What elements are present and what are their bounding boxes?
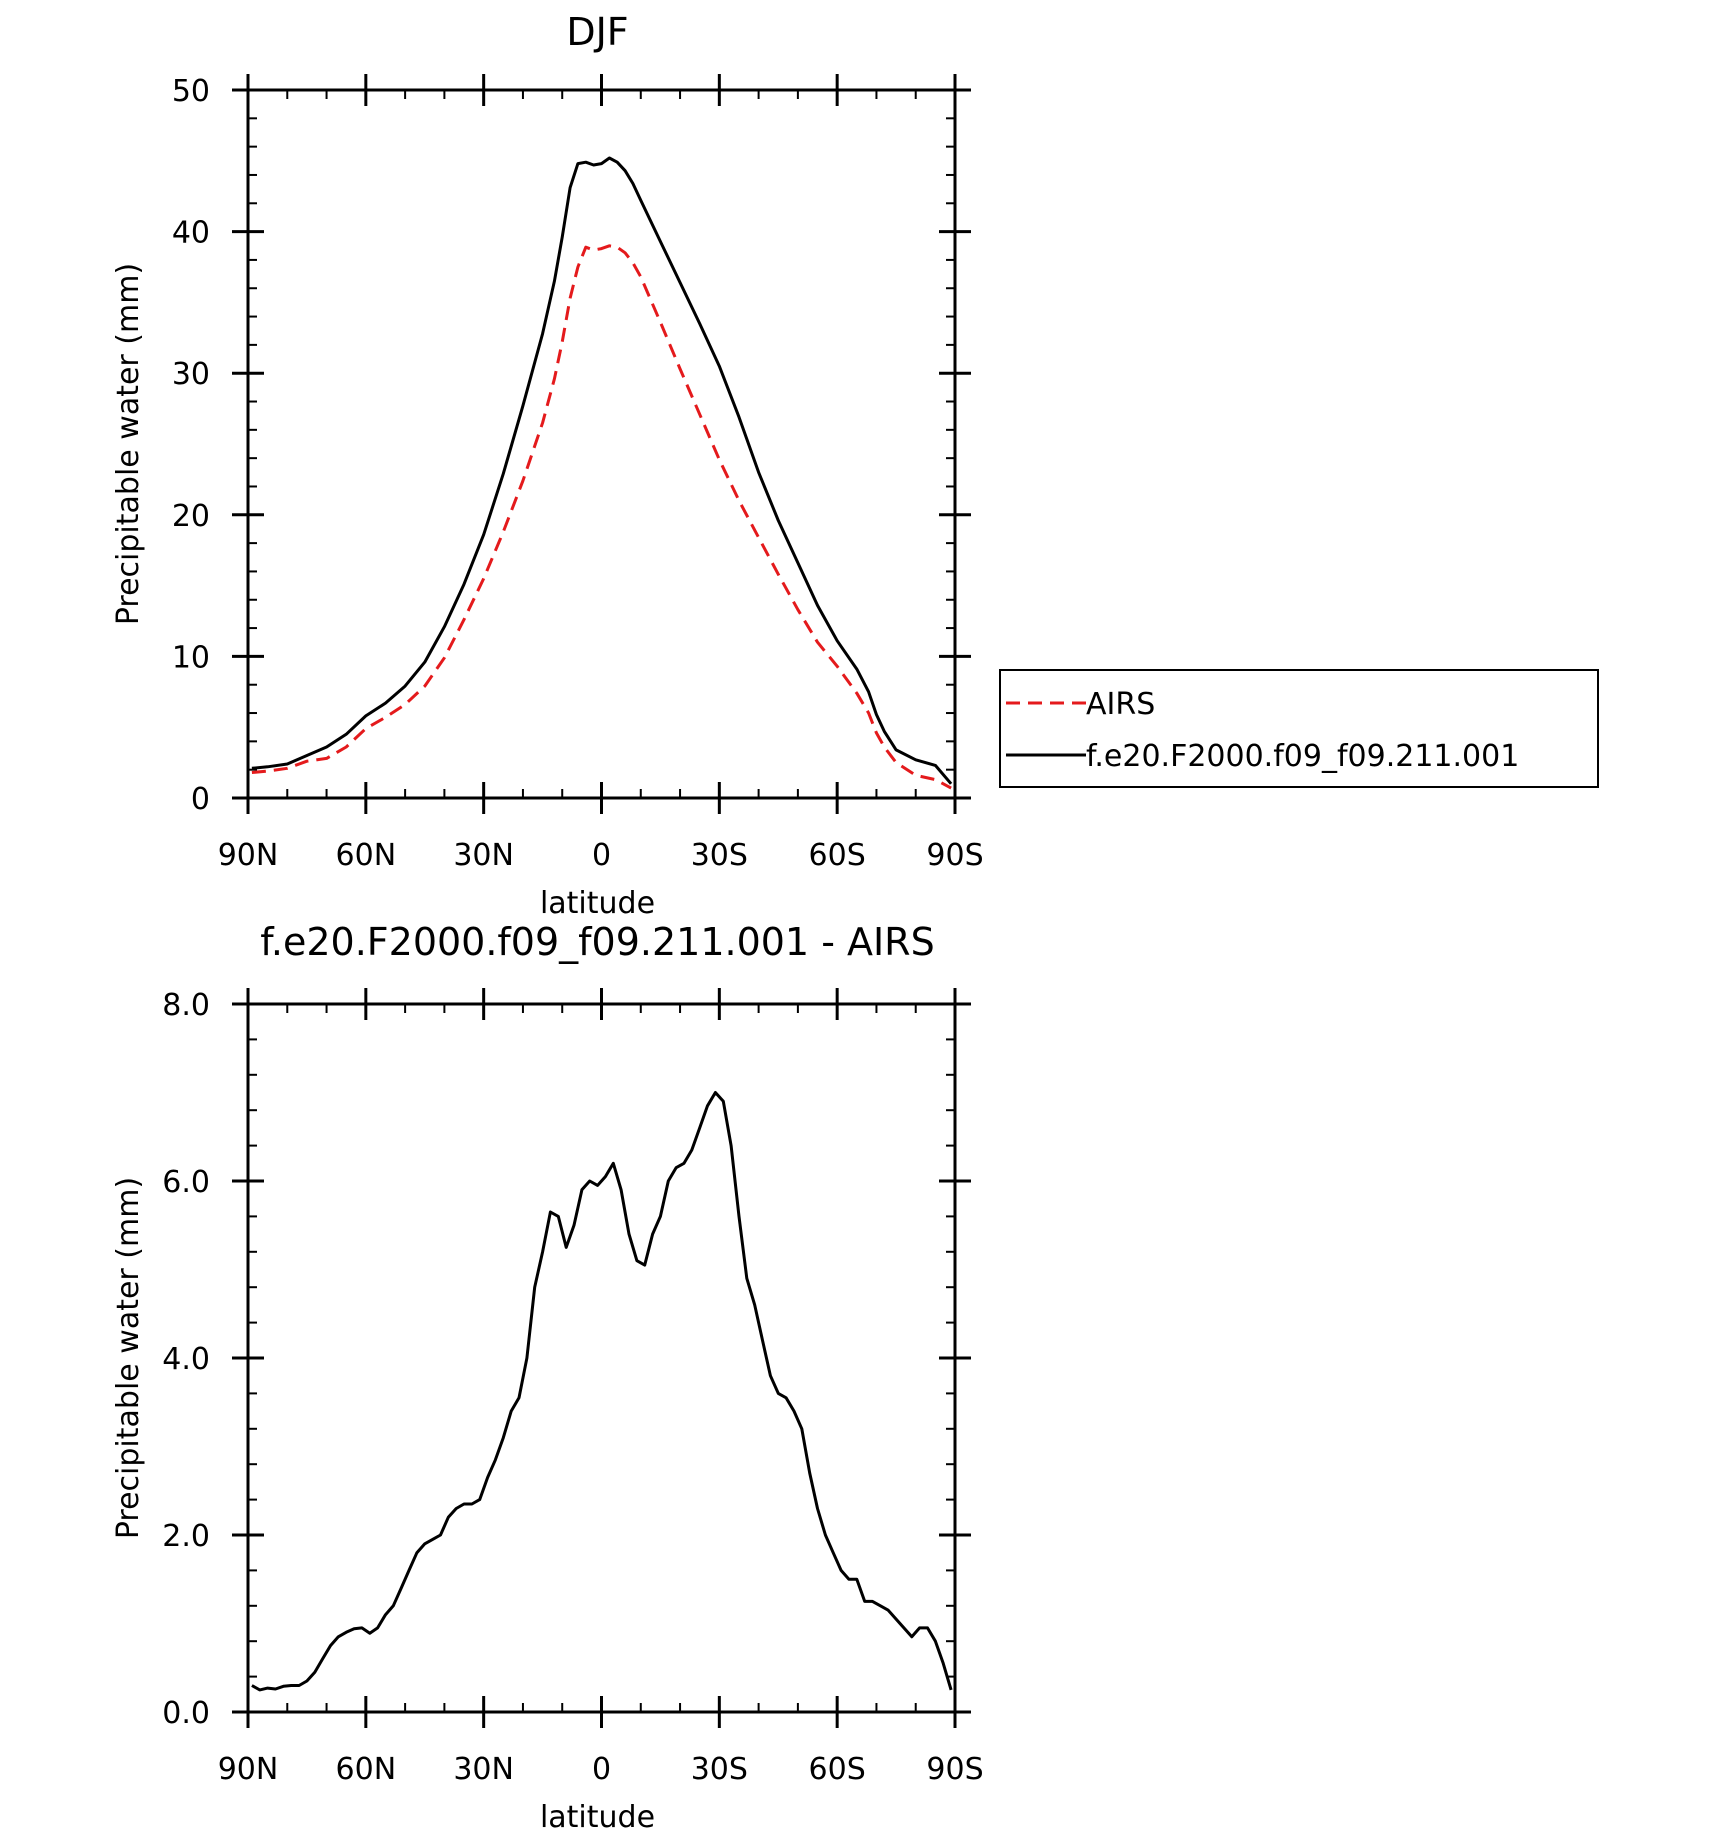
x-tick-label: 60S — [809, 1752, 866, 1787]
legend-box — [999, 669, 1599, 788]
x-tick-label: 60N — [336, 838, 397, 873]
x-tick-label: 90S — [926, 1752, 983, 1787]
x-tick-label: 30N — [453, 1752, 514, 1787]
bottom-chart-panel: f.e20.F2000.f09_f09.211.001 - AIRS latitu… — [111, 920, 984, 1835]
legend-entry-label: AIRS — [1086, 687, 1155, 722]
y-tick-label: 0 — [191, 782, 210, 817]
x-tick-label: 60S — [809, 838, 866, 873]
y-tick-label: 4.0 — [162, 1342, 210, 1377]
y-tick-label: 2.0 — [162, 1519, 210, 1554]
x-tick-label: 90N — [218, 838, 279, 873]
y-tick-label: 6.0 — [162, 1165, 210, 1200]
x-tick-label: 0 — [592, 838, 611, 873]
x-tick-label: 30S — [691, 1752, 748, 1787]
plot-frame — [246, 88, 957, 800]
y-tick-label: 10 — [172, 640, 210, 675]
x-axis-label: latitude — [540, 1800, 655, 1835]
x-axis-label: latitude — [540, 886, 655, 921]
chart-title: f.e20.F2000.f09_f09.211.001 - AIRS — [260, 920, 934, 964]
y-tick-label: 0.0 — [162, 1696, 210, 1731]
chart-title: DJF — [566, 10, 628, 54]
y-tick-label: 40 — [172, 216, 210, 251]
y-axis-label: Precipitable water (mm) — [111, 1177, 146, 1539]
x-tick-label: 30N — [453, 838, 514, 873]
y-axis-label: Precipitable water (mm) — [111, 263, 146, 625]
top-chart-panel: DJF latitude Precipitable water (mm) 0 10 20 3… — [111, 10, 1599, 921]
x-tick-label: 60N — [336, 1752, 397, 1787]
x-tick-label: 30S — [691, 838, 748, 873]
x-tick-label: 0 — [592, 1752, 611, 1787]
y-tick-label: 8.0 — [162, 988, 210, 1023]
legend-entry-label: f.e20.F2000.f09_f09.211.001 — [1086, 739, 1519, 774]
series-line-model — [251, 1091, 953, 1692]
series-line-airs — [251, 244, 952, 790]
y-tick-label: 50 — [172, 74, 210, 109]
y-tick-label: 20 — [172, 499, 210, 534]
plot-frame — [246, 1002, 957, 1714]
x-tick-label: 90N — [218, 1752, 279, 1787]
series-line-model — [251, 156, 953, 785]
x-tick-label: 90S — [926, 838, 983, 873]
y-tick-label: 30 — [172, 357, 210, 392]
